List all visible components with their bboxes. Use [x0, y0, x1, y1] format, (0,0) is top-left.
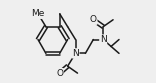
Text: N: N — [100, 35, 107, 44]
Text: N: N — [72, 49, 79, 58]
Text: O: O — [56, 69, 63, 78]
Text: Me: Me — [31, 9, 45, 18]
Text: O: O — [90, 15, 97, 24]
